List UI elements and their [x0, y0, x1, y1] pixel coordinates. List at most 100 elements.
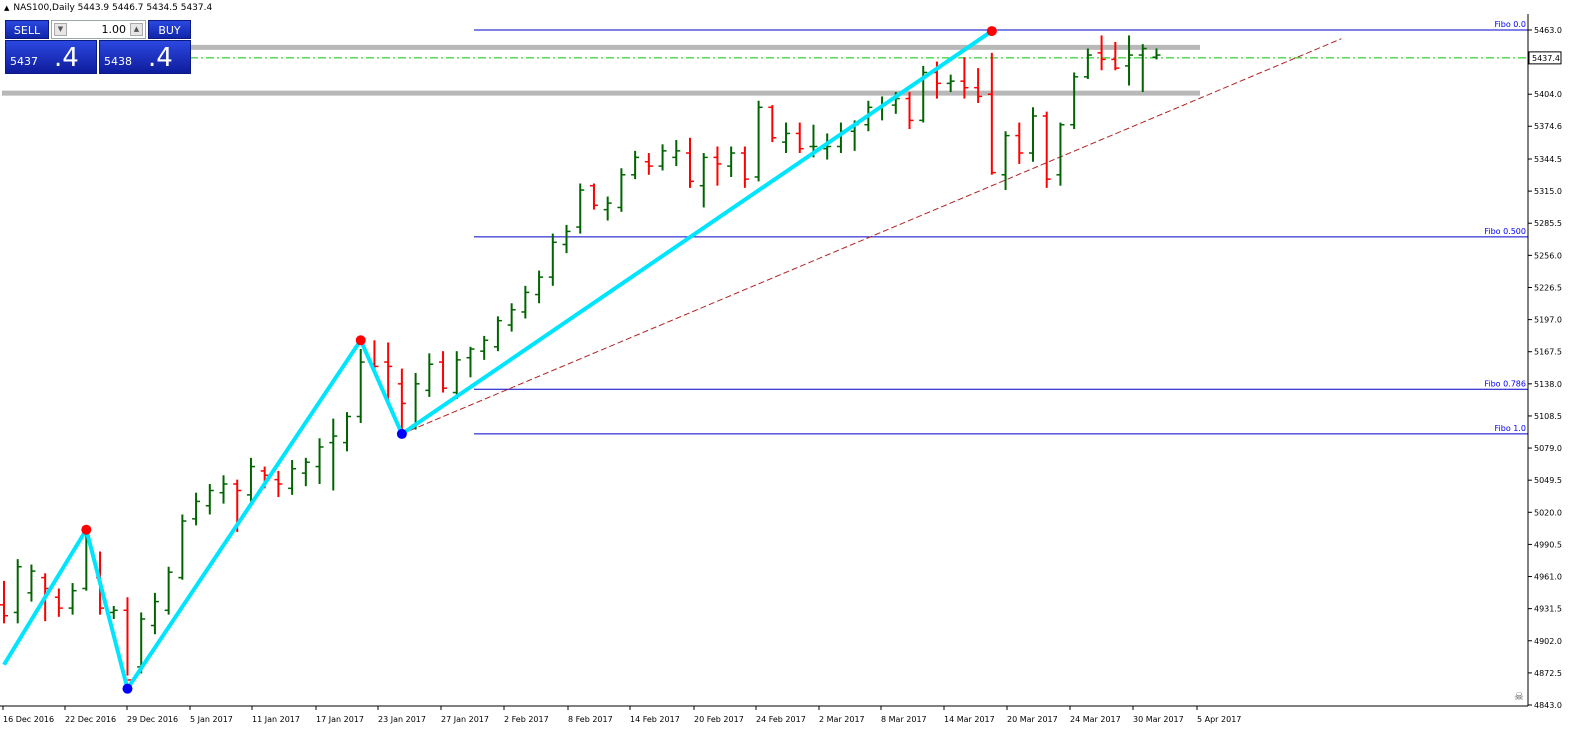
ohlc-bar	[329, 418, 338, 491]
buy-price-pips: .4	[148, 43, 173, 73]
ohlc-bar	[150, 592, 159, 635]
ohlc-bar	[1070, 72, 1079, 130]
lot-size-input[interactable]	[70, 22, 126, 37]
ohlc-bar	[1152, 48, 1161, 60]
buy-button[interactable]: BUY	[148, 20, 191, 39]
ohlc-bar	[960, 57, 969, 99]
ohlc-bar	[425, 353, 434, 397]
symbol-title: ▲ NAS100,Daily 5443.9 5446.7 5434.5 5437.…	[4, 3, 213, 13]
zigzag-pivot-marker	[122, 683, 133, 694]
sell-button[interactable]: SELL	[5, 20, 49, 39]
current-price-box	[1528, 51, 1562, 65]
price-tick-label: 5138.0	[1534, 380, 1562, 389]
price-tick-label: 5167.5	[1534, 348, 1562, 357]
price-tick-label: 4961.0	[1534, 573, 1562, 582]
ohlc-bar	[1001, 131, 1010, 191]
ohlc-bar	[1097, 35, 1106, 71]
ohlc-bar	[343, 412, 351, 452]
buy-price-main: 5438	[104, 55, 132, 68]
ohlc-bar	[192, 492, 201, 526]
date-tick-label: 8 Feb 2017	[568, 715, 613, 724]
trendline	[401, 38, 1342, 435]
ohlc-bar	[535, 270, 544, 304]
ohlc-bar	[905, 92, 914, 130]
ohlc-bar	[274, 470, 283, 498]
ohlc-bar	[603, 196, 612, 221]
date-tick-label: 24 Feb 2017	[756, 715, 806, 724]
price-tick-label: 5404.0	[1534, 90, 1562, 99]
ohlc-bar	[768, 105, 777, 143]
collapse-triangle-icon[interactable]: ▲	[4, 4, 10, 12]
ohlc-bar	[507, 303, 516, 332]
one-click-trading-panel: SELL ▼ ▲ BUY 5437 .4 5438 .4	[5, 20, 191, 74]
price-tick-label: 5463.0	[1534, 26, 1562, 35]
ohlc-bar	[562, 224, 571, 254]
price-tick-label: 4902.0	[1534, 637, 1562, 646]
date-tick-label: 8 Mar 2017	[881, 715, 927, 724]
ohlc-bar	[795, 122, 804, 154]
ohlc-bar	[1111, 41, 1120, 71]
expert-skull-icon: ☠	[1514, 690, 1524, 703]
ohlc-bar	[493, 316, 502, 352]
ohlc-bar	[699, 153, 708, 208]
ohlc-bar	[452, 351, 461, 400]
sell-price-pips: .4	[54, 43, 79, 73]
sell-price-main: 5437	[10, 55, 38, 68]
ohlc-bar	[480, 335, 489, 360]
ohlc-bar	[1083, 48, 1092, 79]
ohlc-bar	[1029, 107, 1037, 162]
ohlc-bar	[13, 559, 22, 624]
ohlc-bar	[54, 588, 63, 617]
ohlc-bar	[672, 139, 681, 167]
date-tick-label: 20 Feb 2017	[694, 715, 744, 724]
price-tick-label: 5049.5	[1534, 476, 1562, 485]
lot-decrease-icon[interactable]: ▼	[54, 23, 67, 36]
ohlc-bar	[219, 475, 228, 504]
ohlc-bar	[0, 580, 8, 624]
ohlc-bar	[1056, 122, 1065, 186]
ohlc-bar	[68, 583, 77, 615]
date-tick-label: 22 Dec 2016	[65, 715, 116, 724]
ohlc-bar	[631, 150, 640, 180]
price-tick-label: 4843.0	[1534, 701, 1562, 710]
price-tick-label: 5315.0	[1534, 187, 1562, 196]
ohlc-bar	[576, 183, 585, 234]
ohlc-bar	[288, 460, 297, 495]
ohlc-bar	[466, 346, 475, 378]
buy-price-box[interactable]: 5438 .4	[99, 40, 191, 74]
price-tick-label: 5344.5	[1534, 155, 1562, 164]
price-tick-label: 5374.6	[1534, 122, 1562, 131]
ohlc-bar	[686, 137, 694, 188]
ohlc-bar	[1138, 44, 1147, 93]
ohlc-bar	[589, 183, 598, 210]
price-tick-label: 5079.0	[1534, 444, 1562, 453]
price-tick-label: 5197.0	[1534, 316, 1562, 325]
ohlc-bar	[919, 65, 928, 123]
fibo-level-label: Fibo 0.786	[1484, 379, 1526, 388]
ohlc-bar	[617, 168, 626, 212]
ohlc-bar	[1042, 111, 1051, 188]
ohlc-bar	[823, 133, 832, 160]
ohlc-bar	[109, 605, 118, 619]
date-tick-label: 17 Jan 2017	[316, 715, 364, 724]
zigzag-line	[2, 29, 993, 694]
date-tick-label: 23 Jan 2017	[378, 715, 426, 724]
date-tick-label: 29 Dec 2016	[127, 715, 178, 724]
ohlc-bar	[987, 52, 996, 175]
sell-price-box[interactable]: 5437 .4	[5, 40, 97, 74]
price-tick-label: 5226.5	[1534, 283, 1562, 292]
ohlc-bar	[205, 483, 214, 515]
ohlc-bar	[713, 146, 722, 186]
price-tick-label: 5020.0	[1534, 508, 1562, 517]
date-tick-label: 5 Jan 2017	[190, 715, 233, 724]
ohlc-bar	[164, 566, 173, 615]
price-tick-label: 5256.0	[1534, 251, 1562, 260]
price-tick-label: 5285.5	[1534, 219, 1562, 228]
ohlc-bar	[727, 146, 736, 177]
date-tick-label: 20 Mar 2017	[1007, 715, 1058, 724]
date-tick-label: 14 Mar 2017	[944, 715, 995, 724]
lot-increase-icon[interactable]: ▲	[130, 23, 143, 36]
ohlc-bar	[246, 457, 255, 502]
